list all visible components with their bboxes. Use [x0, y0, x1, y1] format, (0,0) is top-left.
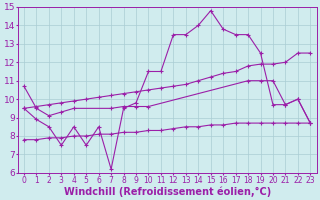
X-axis label: Windchill (Refroidissement éolien,°C): Windchill (Refroidissement éolien,°C) — [63, 186, 271, 197]
